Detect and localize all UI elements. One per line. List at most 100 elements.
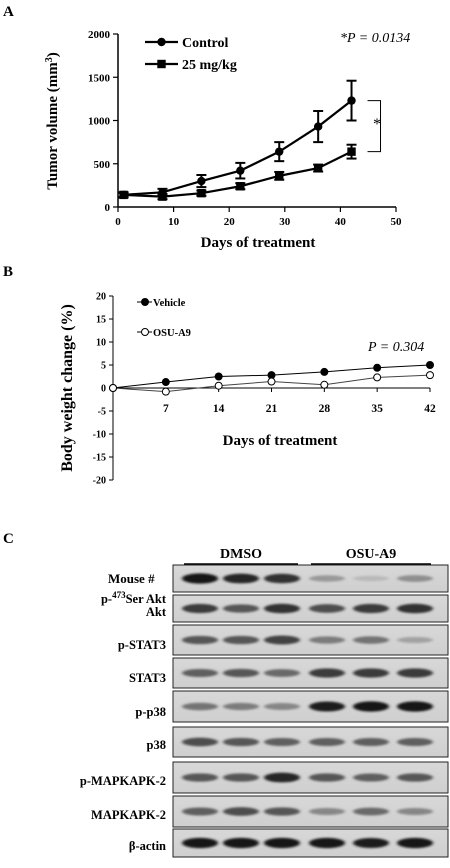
x-tick-label-a: 10	[168, 216, 180, 228]
blot-band	[309, 837, 345, 849]
legend-marker	[157, 59, 166, 69]
y-axis-label-b: Body weight change (%)	[59, 304, 76, 472]
y-tick-label-b: 5	[101, 361, 106, 372]
series-25mgkg	[118, 143, 357, 201]
series-osu-a9	[109, 371, 434, 396]
blot-band	[182, 807, 218, 816]
blot-label: β-actin	[129, 839, 166, 853]
blot-band	[353, 807, 389, 816]
data-point	[197, 176, 206, 186]
x-tick-label-a: 50	[391, 216, 403, 228]
y-axis-label-a: Tumor volume (mm3)	[44, 52, 62, 190]
legend-b: Vehicle OSU-A9	[137, 298, 191, 339]
blot-label-sup: 473	[112, 590, 126, 600]
p-value-annotation-b: P = 0.304	[367, 340, 424, 355]
significance-star: *	[373, 116, 381, 133]
data-point	[236, 182, 245, 191]
blot-band	[353, 837, 389, 849]
blot-band	[182, 668, 218, 678]
panel-letter-a: A	[3, 4, 14, 20]
x-axis-label-b: Days of treatment	[223, 433, 338, 449]
blot-band	[397, 837, 433, 849]
series-group-b	[109, 361, 434, 396]
data-point	[313, 163, 323, 173]
blot-band	[182, 837, 218, 849]
legend-label: OSU-A9	[153, 328, 191, 339]
y-tick-label-b: 0	[101, 384, 106, 395]
blot-band	[353, 575, 389, 582]
blot-band	[182, 737, 218, 747]
blot-row: p-p38	[135, 690, 449, 723]
blot-band	[223, 668, 259, 678]
y-tick-label-b: -20	[93, 476, 106, 487]
x-tick-label-a: 20	[224, 216, 236, 228]
blot-band	[397, 737, 433, 747]
data-point	[373, 363, 382, 372]
blot-band	[264, 635, 300, 645]
blot-band	[182, 635, 218, 645]
y-tick-label-b: -10	[93, 430, 106, 441]
blot-label: p-p38	[135, 705, 166, 719]
x-tick-label-b: 14	[213, 403, 225, 415]
blot-band	[264, 772, 300, 783]
blot-band	[223, 635, 259, 645]
x-tick-label-b: 7	[163, 403, 169, 415]
blot-band	[264, 837, 300, 849]
y-tick-label-a: 2000	[88, 29, 111, 41]
data-point	[109, 384, 117, 392]
blot-band	[397, 575, 433, 582]
data-point	[275, 147, 284, 156]
blot-row: β-actin	[129, 828, 449, 858]
data-point	[426, 361, 434, 369]
legend-label: 25 mg/kg	[182, 58, 237, 73]
blot-row: p-STAT3	[118, 624, 449, 656]
blot-label: p-STAT3	[118, 638, 166, 652]
p-value-annotation-a: *P = 0.0134	[340, 31, 410, 46]
legend-label: Control	[182, 36, 229, 51]
blot-band	[397, 603, 433, 614]
blot-label: STAT3	[129, 671, 166, 685]
blot-band	[309, 636, 345, 644]
blot-band	[397, 636, 433, 644]
y-tick-label-a: 1500	[88, 72, 111, 84]
blot-band	[182, 573, 218, 584]
blot-band	[182, 773, 218, 782]
x-tick-label-a: 0	[115, 216, 121, 228]
data-point	[161, 387, 170, 396]
series-vehicle	[109, 361, 434, 392]
blot-label-part: Ser Akt	[126, 592, 167, 606]
blot-band	[309, 773, 345, 782]
significance-bracket	[367, 100, 382, 153]
x-tick-label-a: 40	[335, 216, 347, 228]
y-tick-label-b: -15	[93, 453, 106, 464]
group-label: DMSO	[220, 547, 262, 562]
x-tick-label-b: 28	[319, 403, 331, 415]
y-tick-label-b: 15	[96, 315, 106, 326]
blot-label: p-MAPKAPK-2	[80, 774, 166, 788]
data-point	[119, 190, 128, 200]
blot-label: Akt	[146, 605, 167, 619]
blot-row: Akt	[146, 594, 449, 623]
blot-band	[353, 701, 389, 712]
panel-letter-b: B	[3, 264, 13, 280]
data-point	[197, 188, 206, 198]
blot-band	[397, 773, 433, 782]
blot-row: p-MAPKAPK-2	[80, 761, 449, 794]
data-point	[161, 378, 170, 387]
legend-marker	[141, 298, 149, 306]
legend-a: Control 25 mg/kg	[145, 36, 237, 73]
blot-row: p-473Ser Akt	[101, 564, 449, 606]
blot-band	[264, 737, 300, 747]
data-point	[267, 377, 276, 386]
blot-band	[353, 668, 389, 678]
blot-band	[397, 668, 433, 678]
blot-row: p38	[147, 726, 449, 758]
blot-band	[264, 669, 300, 677]
blot-band	[182, 702, 218, 711]
blot-band	[264, 573, 300, 584]
y-tick-label-a: 0	[105, 202, 111, 214]
